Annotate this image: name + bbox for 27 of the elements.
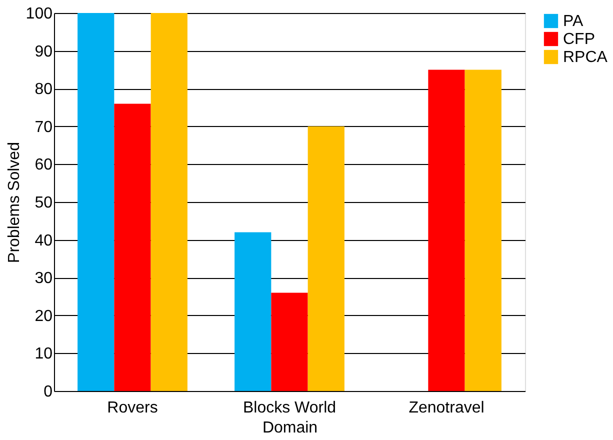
legend-label: PA xyxy=(563,13,584,30)
y-tick-label: 90 xyxy=(34,43,53,60)
x-tick-label: Rovers xyxy=(107,400,158,416)
y-tick-label: 100 xyxy=(26,6,53,22)
y-tick-label: 60 xyxy=(34,156,53,174)
bar xyxy=(150,13,188,391)
y-axis-title: Problems Solved xyxy=(6,142,23,263)
bar xyxy=(114,104,151,391)
y-tick-label: 20 xyxy=(34,308,53,325)
y-tick-label: 10 xyxy=(34,346,53,363)
y-tick-label: 50 xyxy=(34,194,53,212)
y-tick-label: 80 xyxy=(34,81,53,98)
bar xyxy=(78,13,114,391)
x-tick-label: Zenotravel xyxy=(408,400,484,416)
legend-label: RPCA xyxy=(563,49,608,66)
bar xyxy=(308,126,344,391)
legend-label: CFP xyxy=(563,31,595,48)
bar xyxy=(271,292,308,391)
y-tick-label: 30 xyxy=(34,270,53,288)
bar xyxy=(428,70,465,391)
bar xyxy=(464,70,502,391)
y-tick-label: 0 xyxy=(44,384,53,400)
x-tick-label: Blocks World xyxy=(242,400,336,416)
bar xyxy=(234,232,272,391)
x-axis-title: Domain xyxy=(262,420,318,436)
y-tick-label: 40 xyxy=(34,232,53,250)
y-tick-label: 70 xyxy=(34,118,53,136)
